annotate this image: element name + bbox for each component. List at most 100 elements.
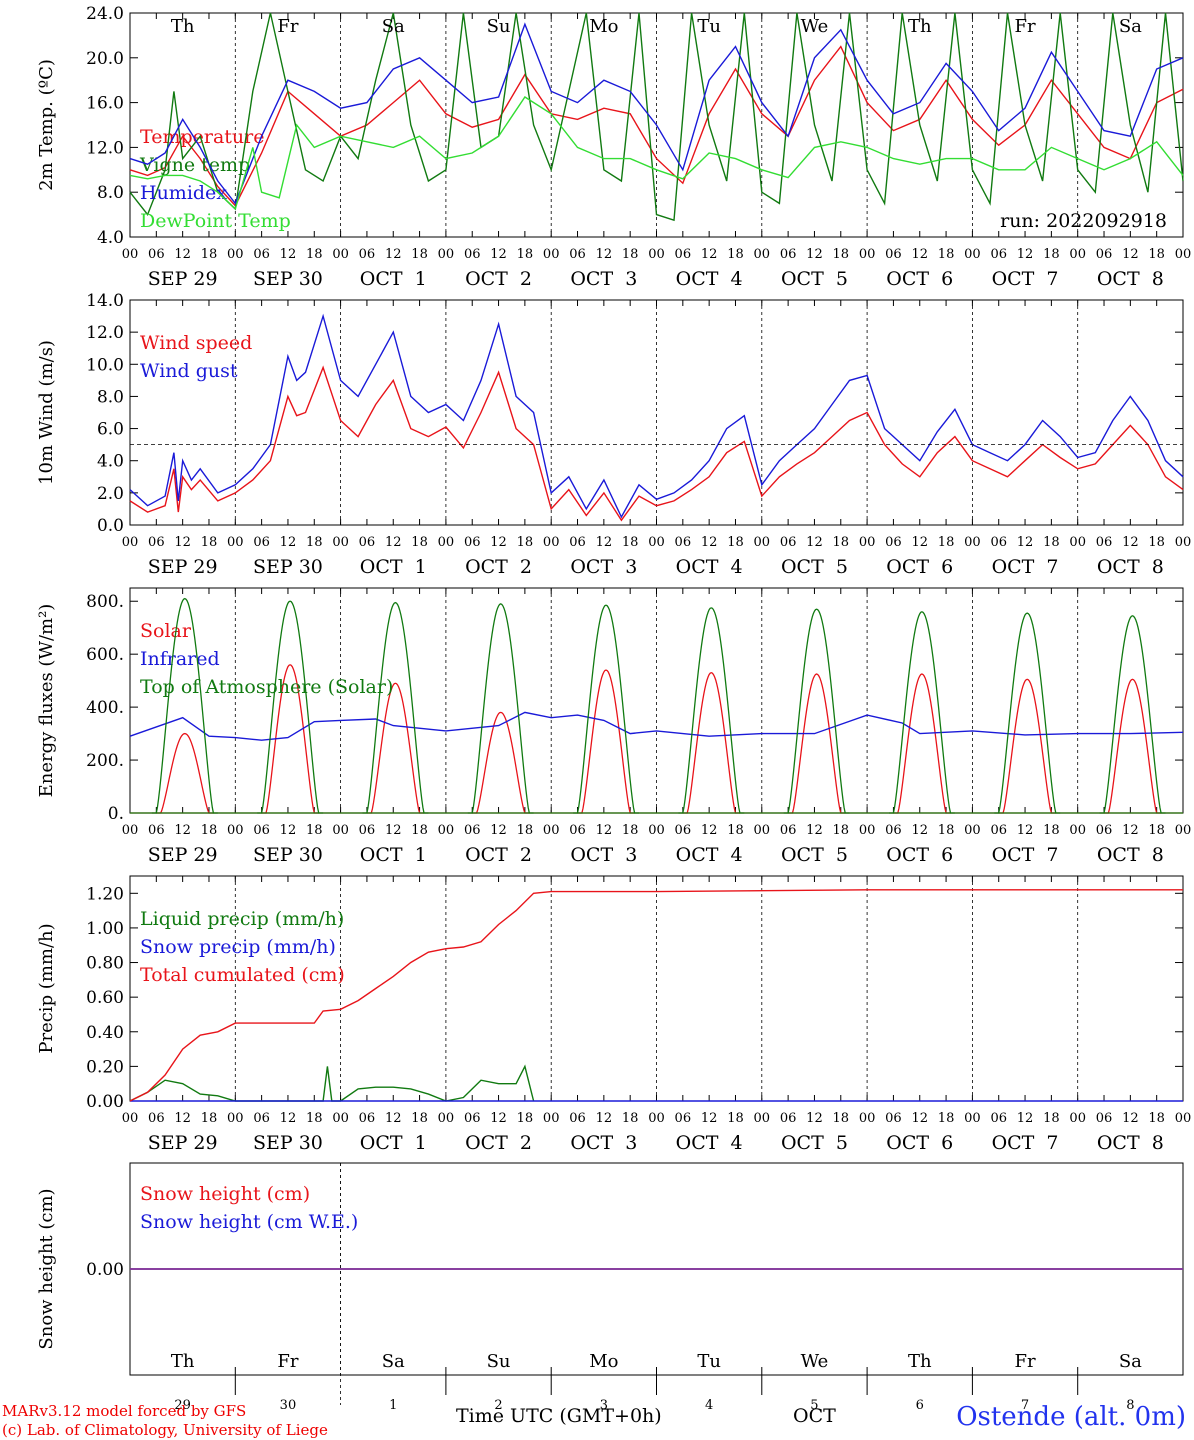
x-hour-label: 00	[332, 1111, 349, 1126]
x-hour-label: 06	[1096, 823, 1113, 838]
x-hour-label: 00	[543, 823, 560, 838]
y-tick-label: 6.0	[97, 420, 124, 440]
date-label: SEP 30	[253, 1132, 323, 1154]
day-number: 2	[494, 1398, 502, 1413]
x-hour-label: 12	[280, 1111, 297, 1126]
series-dark_green-day6	[678, 607, 745, 814]
x-hour-label: 00	[1175, 247, 1192, 262]
station-title: Ostende (alt. 0m)	[956, 1402, 1186, 1432]
x-hour-label: 18	[938, 1111, 955, 1126]
date-label: OCT 4	[676, 844, 743, 866]
x-hour-label: 18	[1148, 247, 1165, 262]
panel-2: 0.0 2.0 4.0 6.0 8.0 10.0 12.0 14.0 10m Wind (m/s…	[36, 291, 1191, 578]
x-hour-label: 18	[1148, 823, 1165, 838]
date-label: SEP 29	[148, 1132, 218, 1154]
x-hour-label: 12	[911, 823, 928, 838]
x-hour-label: 18	[833, 823, 850, 838]
day-number: 29	[174, 1398, 191, 1413]
date-label: OCT 1	[360, 1132, 427, 1154]
series-dark_green-day10	[1099, 615, 1166, 814]
day-number: 1	[389, 1398, 397, 1413]
x-hour-label: 00	[332, 247, 349, 262]
y-axis-label: Snow height (cm)	[36, 1188, 57, 1349]
date-label: SEP 30	[253, 268, 323, 290]
x-hour-label: 18	[622, 247, 639, 262]
x-hour-label: 06	[148, 1111, 165, 1126]
x-hour-label: 12	[596, 1111, 613, 1126]
x-hour-label: 18	[1148, 1111, 1165, 1126]
weekday-label: Su	[487, 16, 511, 37]
x-hour-label: 12	[806, 247, 823, 262]
date-label: OCT 2	[465, 268, 532, 290]
x-hour-label: 06	[569, 1111, 586, 1126]
date-label: OCT 4	[676, 268, 743, 290]
series-dark_green	[129, 1064, 535, 1102]
x-hour-label: 06	[148, 247, 165, 262]
weekday-label: Su	[487, 1351, 511, 1372]
y-tick-label: 1.20	[86, 884, 124, 904]
x-hour-label: 06	[675, 823, 692, 838]
x-hour-label: 00	[438, 247, 455, 262]
y-tick-label: 8.0	[97, 387, 124, 407]
x-hour-label: 00	[859, 247, 876, 262]
x-hour-label: 18	[938, 823, 955, 838]
series-dark_green-day1	[151, 597, 218, 814]
day-number: 4	[705, 1398, 713, 1413]
x-hour-label: 12	[1017, 535, 1034, 550]
y-tick-label: 16.0	[86, 94, 124, 114]
date-label: OCT 3	[570, 556, 637, 578]
x-hour-label: 18	[306, 1111, 323, 1126]
x-hour-label: 06	[464, 247, 481, 262]
series-red-day1	[156, 732, 214, 814]
y-axis-label: Precip (mm/h)	[36, 923, 57, 1053]
month-label: OCT	[793, 1405, 836, 1427]
date-label: OCT 8	[1097, 844, 1164, 866]
x-hour-label: 12	[280, 535, 297, 550]
y-tick-label: 4.0	[97, 452, 124, 472]
x-hour-label: 00	[648, 1111, 665, 1126]
x-hour-label: 00	[227, 1111, 244, 1126]
series-red	[129, 889, 1183, 1102]
date-label: OCT 7	[992, 556, 1059, 578]
weekday-label: We	[801, 1351, 829, 1372]
day-number: 30	[280, 1398, 297, 1413]
x-hour-label: 12	[385, 823, 402, 838]
x-hour-label: 06	[253, 535, 270, 550]
weekday-label: Th	[171, 1351, 195, 1372]
x-hour-label: 06	[885, 535, 902, 550]
x-hour-label: 00	[754, 1111, 771, 1126]
legend-light_green: DewPoint Temp	[140, 210, 291, 232]
date-label: OCT 1	[360, 556, 427, 578]
x-hour-label: 06	[359, 1111, 376, 1126]
x-hour-label: 12	[596, 823, 613, 838]
day-number: 5	[810, 1398, 818, 1413]
x-hour-label: 06	[464, 1111, 481, 1126]
x-hour-label: 06	[148, 535, 165, 550]
x-hour-label: 12	[490, 535, 507, 550]
x-hour-label: 06	[780, 535, 797, 550]
x-hour-label: 06	[990, 247, 1007, 262]
date-label: OCT 2	[465, 556, 532, 578]
x-hour-label: 12	[385, 247, 402, 262]
panel-3: 0. 200. 400. 600. 800. Energy fluxes (W/m²) 00…	[36, 587, 1191, 866]
date-label: OCT 5	[781, 1132, 848, 1154]
date-label: OCT 6	[886, 268, 953, 290]
plot-frame	[129, 299, 1184, 526]
date-label: OCT 4	[676, 556, 743, 578]
y-tick-label: 12.0	[86, 138, 124, 158]
x-hour-label: 12	[911, 247, 928, 262]
series-dark_green-day7	[783, 608, 850, 814]
x-hour-label: 00	[859, 823, 876, 838]
x-hour-label: 12	[280, 247, 297, 262]
x-hour-label: 00	[122, 247, 139, 262]
x-hour-label: 18	[727, 247, 744, 262]
x-hour-label: 00	[332, 535, 349, 550]
x-hour-label: 18	[833, 247, 850, 262]
x-hour-label: 18	[411, 247, 428, 262]
x-hour-label: 00	[648, 247, 665, 262]
x-hour-label: 00	[543, 247, 560, 262]
y-tick-label: 2.0	[97, 484, 124, 504]
x-hour-label: 12	[911, 1111, 928, 1126]
x-hour-label: 18	[517, 823, 534, 838]
